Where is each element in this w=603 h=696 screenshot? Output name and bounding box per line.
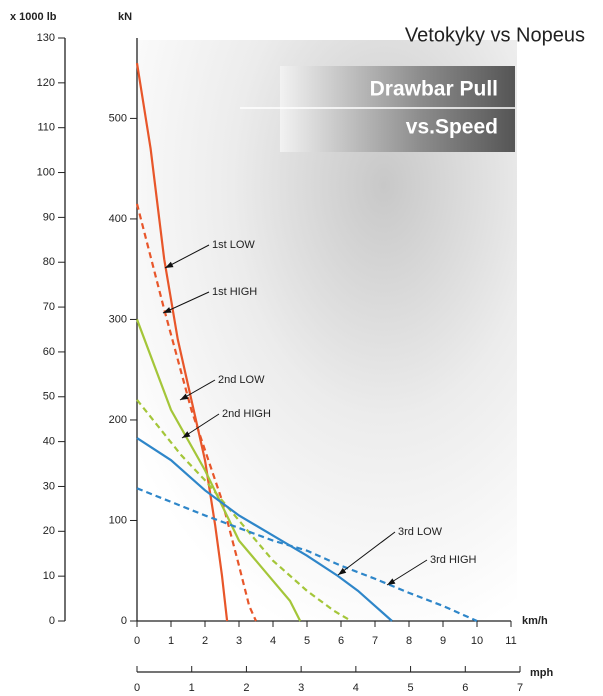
series-line [136, 487, 478, 623]
y2-tick-label: 120 [37, 77, 55, 89]
x2-axis-label: mph [530, 667, 554, 679]
y2-tick-label: 110 [37, 122, 55, 134]
x2-tick-label: 0 [134, 682, 140, 694]
y2-tick-label: 80 [43, 256, 55, 268]
annotation-arrow [162, 291, 210, 314]
arrow-head [163, 307, 172, 313]
y2-tick-label: 0 [49, 615, 55, 627]
series-label: 2nd LOW [218, 374, 265, 386]
series-line [135, 62, 229, 622]
y2-tick-label: 130 [37, 32, 55, 44]
series-label: 1st LOW [212, 239, 255, 251]
x2-tick-label: 1 [189, 682, 195, 694]
y2-tick-label: 100 [37, 166, 55, 178]
series-label: 1st HIGH [212, 286, 257, 298]
y-tick-label: 0 [121, 615, 127, 627]
y-tick-label: 200 [109, 414, 127, 426]
y-tick-label: 400 [109, 213, 127, 225]
y-tick-label: 300 [109, 313, 127, 325]
y2-tick-label: 50 [43, 391, 55, 403]
arrow-head [180, 393, 189, 400]
x2-tick-label: 4 [353, 682, 359, 694]
y2-tick-label: 20 [43, 525, 55, 537]
y2-tick-label: 60 [43, 346, 55, 358]
y-tick-label: 100 [109, 514, 127, 526]
series-label: 3rd LOW [398, 526, 443, 538]
x-tick-label: 8 [406, 635, 412, 647]
x-tick-label: 9 [440, 635, 446, 647]
x-tick-label: 3 [236, 635, 242, 647]
series-line [135, 319, 302, 622]
x-tick-label: 10 [471, 635, 483, 647]
y2-tick-label: 30 [43, 480, 55, 492]
y2-tick-label: 90 [43, 211, 55, 223]
x2-tick-label: 5 [408, 682, 414, 694]
y-tick-label: 500 [109, 112, 127, 124]
banner-box [280, 66, 515, 152]
series-label: 3rd HIGH [430, 554, 477, 566]
y2-tick-label: 70 [43, 301, 55, 313]
series-line [135, 203, 258, 622]
arrow-head [387, 578, 396, 585]
x2-tick-label: 3 [298, 682, 304, 694]
y2-tick-label: 10 [43, 570, 55, 582]
x-tick-label: 6 [338, 635, 344, 647]
y2-axis-label: x 1000 lb [10, 11, 57, 23]
x2-tick-label: 6 [462, 682, 468, 694]
arrow-head [338, 567, 347, 575]
series-label: 2nd HIGH [222, 408, 271, 420]
x2-tick-label: 2 [243, 682, 249, 694]
x-tick-label: 5 [304, 635, 310, 647]
y-axis-label: kN [118, 11, 132, 23]
x-tick-label: 11 [505, 635, 516, 647]
annotation-arrow [337, 531, 396, 576]
arrow-head [182, 431, 191, 438]
x-tick-label: 4 [270, 635, 276, 647]
x-tick-label: 0 [134, 635, 140, 647]
x-tick-label: 2 [202, 635, 208, 647]
x-tick-label: 7 [372, 635, 378, 647]
x2-tick-label: 7 [517, 682, 523, 694]
x-axis-label: km/h [522, 615, 548, 627]
banner-line: vs.Speed [406, 116, 498, 139]
annotation-arrow [164, 244, 210, 269]
series-line [136, 399, 352, 622]
x-tick-label: 1 [168, 635, 174, 647]
arrow-head [165, 261, 174, 268]
y2-tick-label: 40 [43, 436, 55, 448]
banner-line: Drawbar Pull [370, 78, 498, 101]
chart-title: Vetokyky vs Nopeus [405, 24, 585, 46]
